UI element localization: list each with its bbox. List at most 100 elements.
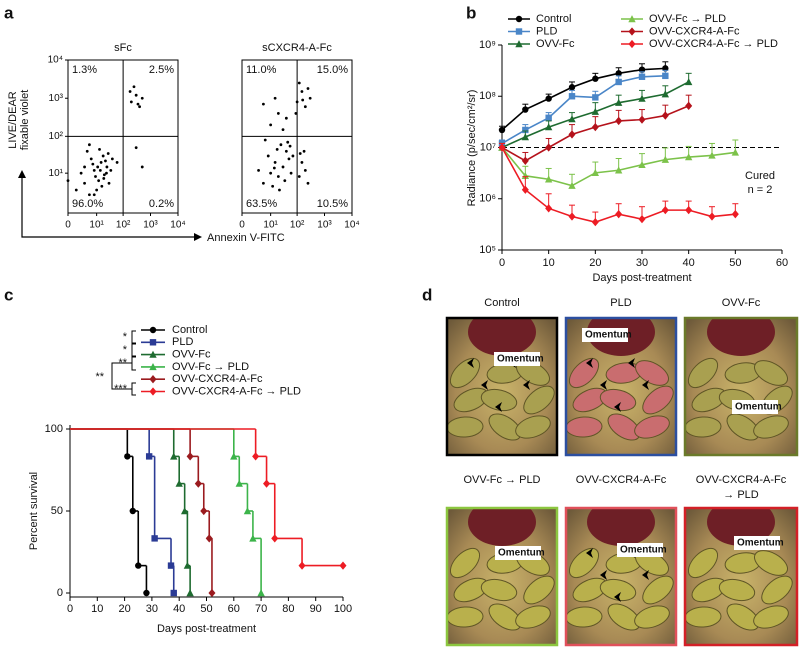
data-point — [568, 212, 576, 221]
intestine — [480, 578, 518, 602]
organ-label: Omentum — [498, 548, 545, 559]
x-axis-label: Days post-treatment — [592, 272, 691, 284]
arrowhead — [467, 358, 474, 368]
quadrant-label: 96.0% — [72, 198, 103, 210]
label-box — [494, 352, 540, 366]
data-point — [708, 151, 716, 159]
arrowhead — [523, 380, 530, 390]
event-dot — [97, 179, 101, 183]
event-dot — [261, 102, 265, 106]
x-tick-label: 10³ — [143, 220, 158, 231]
data-point — [684, 153, 693, 161]
legend-label: OVV-Fc → PLD — [649, 13, 726, 25]
x-tick-label: 0 — [239, 220, 245, 231]
survival-point — [167, 562, 175, 569]
data-point — [685, 205, 693, 215]
event-dot — [284, 116, 288, 120]
photo-content — [447, 508, 557, 645]
photo-content — [447, 318, 557, 455]
legend-label: OVV-Fc — [172, 349, 211, 361]
photo-content — [685, 508, 797, 645]
organ — [707, 318, 775, 356]
event-dot — [115, 161, 119, 164]
event-dot — [306, 87, 310, 90]
legend-label: OVV-CXCR4-A-Fc → PLD — [649, 38, 778, 50]
x-tick-label: 50 — [729, 257, 741, 269]
data-point — [614, 166, 623, 174]
arrowhead — [642, 570, 649, 580]
legend-label: OVV-Fc — [536, 38, 575, 50]
photo-frame — [445, 506, 559, 647]
survival-point — [339, 561, 347, 570]
event-dot — [269, 171, 273, 175]
event-dot — [134, 93, 138, 97]
quadrant-label: 1.3% — [72, 64, 97, 76]
x-tick-label: 10² — [290, 220, 305, 231]
photo-content — [566, 508, 676, 645]
organ-label: Omentum — [585, 330, 632, 341]
event-dot — [94, 175, 97, 178]
quadrant-label: 15.0% — [317, 64, 348, 76]
event-dot — [289, 171, 293, 175]
organ-label: Omentum — [735, 402, 782, 413]
event-dot — [102, 177, 106, 180]
survival-point — [271, 534, 279, 543]
event-dot — [286, 140, 290, 144]
survival-point — [124, 453, 131, 460]
survival-point — [145, 453, 153, 460]
quadrant-label: 2.5% — [149, 64, 174, 76]
significance-mark: ** — [118, 357, 127, 369]
intestine — [687, 357, 719, 389]
arrowhead — [586, 358, 593, 368]
data-point — [638, 214, 646, 224]
photo-frame — [564, 316, 678, 457]
survival-point — [194, 479, 202, 488]
intestine — [599, 388, 637, 412]
data-point — [521, 185, 529, 194]
event-dot — [98, 168, 102, 172]
data-point — [544, 123, 553, 131]
event-dot — [110, 157, 114, 161]
y-tick-label: 100 — [45, 423, 63, 435]
intestine — [687, 547, 719, 579]
data-point — [731, 210, 739, 219]
event-dot — [105, 171, 108, 175]
arrowhead — [600, 570, 607, 580]
organ — [468, 508, 536, 546]
intestine — [523, 385, 555, 415]
survival-point — [205, 534, 213, 543]
photo-content — [685, 318, 797, 455]
x-tick-label: 80 — [282, 603, 294, 615]
survival-point — [175, 479, 183, 487]
y-tick-label: 10⁶ — [479, 193, 496, 205]
intestine — [523, 575, 555, 605]
survival-point — [135, 562, 142, 569]
event-dot — [104, 159, 107, 163]
event-dot — [279, 143, 283, 147]
data-point — [685, 101, 693, 110]
legend-label: OVV-Fc → PLD — [172, 361, 249, 373]
x-tick-label: 10 — [543, 257, 555, 269]
event-dot — [291, 154, 295, 158]
arrowhead — [642, 380, 649, 390]
event-dot — [107, 181, 111, 185]
y-axis-label: LIVE/DEAR — [7, 91, 19, 149]
legend-label: PLD — [172, 336, 193, 348]
quadrant-label: 11.0% — [246, 64, 277, 76]
event-dot — [74, 188, 78, 192]
data-point — [708, 212, 716, 221]
event-dot — [105, 165, 109, 169]
event-dot — [91, 162, 95, 166]
survival-point — [170, 589, 177, 597]
data-point — [545, 95, 552, 102]
intestine — [718, 578, 756, 602]
event-dot — [303, 168, 307, 172]
x-tick-label: 30 — [636, 257, 648, 269]
organ — [468, 318, 536, 356]
quadrant-label: 63.5% — [246, 198, 277, 210]
organ-label: Omentum — [497, 354, 544, 365]
x-tick-label: 100 — [334, 603, 352, 615]
event-dot — [273, 161, 277, 164]
event-dot — [100, 184, 104, 188]
data-point — [661, 90, 670, 98]
